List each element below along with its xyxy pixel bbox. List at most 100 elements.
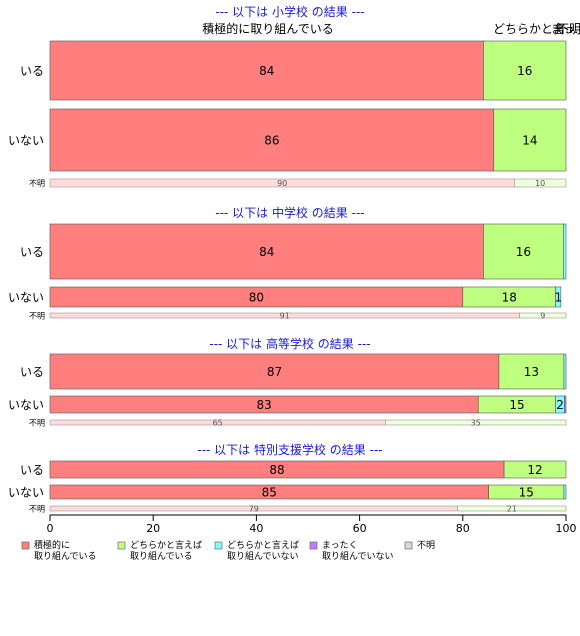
bar-value-label: 18 [502, 291, 517, 305]
bar-value-label: 1 [554, 291, 562, 305]
legend-item: まったく取り組んでいない [309, 540, 394, 562]
group-2: --- 以下は 高等学校 の結果 --- いる 87 13 いない 83 15 2 不明 65 35 [8, 336, 567, 428]
bar-value-label: 85 [262, 486, 277, 500]
bar-segment [385, 419, 567, 426]
x-tick-label: 60 [353, 522, 367, 535]
row-label: いない [8, 398, 44, 412]
legend-label: 不明 [417, 540, 435, 551]
bar-value-label: 16 [516, 245, 531, 259]
row-label: いない [8, 291, 44, 305]
bar-segment [457, 505, 567, 512]
group-title: --- 以下は 小学校 の結果 --- [215, 4, 364, 19]
bar-row: 不明 91 9 [29, 312, 567, 321]
bar-segment [498, 353, 565, 390]
bar-value-label: 15 [509, 398, 524, 412]
bar-row: 不明 90 10 [29, 178, 567, 188]
row-label: いる [20, 64, 44, 78]
row-label: いない [8, 134, 44, 148]
x-tick-label: 100 [556, 522, 577, 535]
legend-item: どちらかと言えば取り組んでいない [214, 539, 299, 562]
bar-segment [49, 353, 500, 390]
bar-segment [564, 395, 567, 414]
bar-segment [49, 40, 484, 101]
bar-value-label: 13 [524, 365, 539, 379]
group-title: --- 以下は 特別支援学校 の結果 --- [197, 442, 382, 457]
bar-value-label: 84 [259, 64, 274, 78]
row-label: 不明 [29, 179, 45, 188]
bar-segment [514, 178, 567, 188]
legend-label: どちらかと言えば取り組んでいる [130, 539, 202, 562]
x-tick-label: 20 [146, 522, 160, 535]
bar-row: いる 84 16 [20, 223, 567, 280]
x-axis: 0 20 40 60 80 100 [47, 514, 577, 535]
legend-item: どちらかと言えば取り組んでいる [117, 539, 202, 562]
row-label: いない [8, 486, 44, 500]
x-tick-label: 0 [47, 522, 54, 535]
x-tick-label: 40 [249, 522, 263, 535]
bar-value-label: 87 [267, 365, 282, 379]
bar-row: いない 86 14 [8, 108, 567, 172]
x-tick-label: 80 [456, 522, 470, 535]
bar-value-label: 84 [259, 245, 274, 259]
bar-value-label: 16 [517, 64, 532, 78]
legend-item: 積極的に取り組んでいる [21, 539, 97, 562]
row-label: いる [20, 365, 44, 379]
legend-swatch [214, 541, 223, 550]
bar-value-label: 12 [527, 463, 542, 477]
legend-swatch [117, 541, 126, 550]
row-label: いる [20, 245, 44, 259]
group-0: --- 以下は 小学校 の結果 --- いる 84 16 いない 86 14 不明 90 10 [8, 4, 567, 188]
bar-value-label: 9 [540, 312, 545, 321]
bar-segment [563, 223, 567, 280]
bar-value-label: 14 [522, 134, 537, 148]
legend-item: 不明 [404, 540, 435, 551]
bar-segment [483, 40, 567, 101]
bar-value-label: 83 [256, 398, 271, 412]
legend-swatch [404, 541, 413, 550]
legend-label: 積極的に取り組んでいる [34, 539, 97, 562]
bar-row: 不明 65 35 [29, 419, 567, 428]
bar-row: いる 87 13 [20, 353, 567, 390]
bar-value-label: 21 [507, 505, 517, 514]
bar-segment [555, 286, 562, 308]
row-label: 不明 [29, 419, 45, 428]
bar-segment [483, 223, 564, 280]
bar-segment [49, 223, 484, 280]
bar-segment [563, 484, 567, 500]
legend-swatch [309, 541, 318, 550]
bar-value-label: 10 [535, 179, 545, 188]
bar-value-label: 91 [280, 312, 290, 321]
bar-segment [519, 312, 567, 319]
top-label-right3: 不明 [557, 22, 580, 36]
bar-row: 不明 79 21 [29, 505, 567, 514]
bar-row: いない 80 18 1 [8, 286, 562, 308]
legend-label: まったく取り組んでいない [322, 540, 394, 562]
bar-value-label: 90 [277, 179, 287, 188]
legend: 積極的に取り組んでいる どちらかと言えば取り組んでいる どちらかと言えば取り組んでい… [21, 539, 435, 562]
group-title: --- 以下は 中学校 の結果 --- [215, 205, 364, 220]
group-3: --- 以下は 特別支援学校 の結果 --- いる 88 12 いない 85 15 不明 79 2… [8, 442, 567, 514]
bar-value-label: 79 [249, 505, 259, 514]
bar-row: いる 88 12 [20, 460, 567, 479]
group-1: --- 以下は 中学校 の結果 --- いる 84 16 いない 80 18 1 不明 91 9 [8, 205, 567, 321]
top-label-left: 積極的に取り組んでいる [202, 21, 333, 36]
bar-row: いない 85 15 [8, 484, 567, 500]
bar-segment [493, 108, 567, 172]
bar-segment [49, 108, 495, 172]
legend-label: どちらかと言えば取り組んでいない [227, 539, 299, 562]
bar-row: いない 83 15 2 [8, 395, 567, 414]
bar-segment [563, 353, 567, 390]
bar-value-label: 35 [471, 419, 481, 428]
bar-value-label: 88 [269, 463, 284, 477]
bar-value-label: 86 [264, 134, 279, 148]
bar-value-label: 2 [556, 398, 564, 412]
top-label-right: どちらかと言… [493, 22, 577, 36]
bar-value-label: 80 [249, 291, 264, 305]
group-title: --- 以下は 高等学校 の結果 --- [209, 336, 370, 351]
legend-swatch [21, 541, 30, 550]
bar-segment [503, 460, 567, 479]
top-label-right2: まっ… [551, 22, 580, 36]
row-label: 不明 [29, 505, 45, 514]
